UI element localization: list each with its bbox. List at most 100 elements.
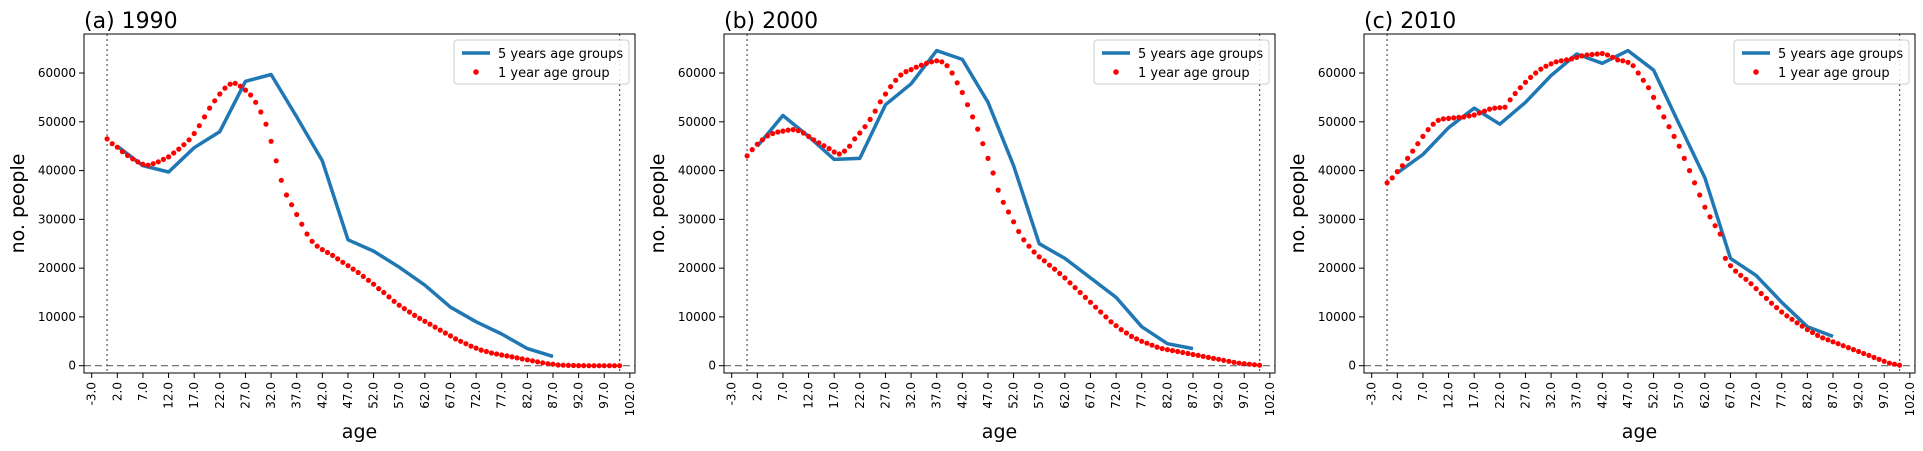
x-tick-label: 32.0 [264,382,278,409]
data-point-1-year-group [1743,276,1749,282]
data-point-1-year-group [201,114,208,120]
data-point-1-year-group [765,133,771,139]
data-point-1-year-group [535,359,541,365]
data-point-1-year-group [591,363,597,369]
plot-area-frame [723,33,1276,374]
y-tick-label: 60000 [1318,66,1356,80]
y-tick-label: 20000 [678,261,716,275]
data-point-1-year-group [1886,360,1892,366]
chart-panel-1: (b) 2000 0 10000 20000 30000 40000 50000 60000 -… [647,9,1277,443]
data-point-1-year-group [1794,320,1800,326]
data-point-1-year-group [376,286,382,292]
data-point-1-year-group [109,141,115,147]
x-tick-label: 67.0 [1083,382,1097,409]
data-point-1-year-group [1563,57,1570,63]
data-point-1-year-group [852,136,858,142]
data-point-1-year-group [217,91,223,97]
chart-title: (a) 1990 [84,9,178,34]
data-point-1-year-group [212,98,218,104]
data-point-1-year-group [299,221,305,227]
data-point-1-year-group [1246,361,1252,367]
data-point-1-year-group [1630,63,1636,69]
data-point-1-year-group [207,105,213,111]
data-point-1-year-group [427,321,433,327]
x-tick-label: 77.0 [1135,382,1149,409]
data-point-1-year-group [1727,263,1734,269]
y-axis-label: no. people [1287,154,1309,254]
data-point-1-year-group [1804,327,1810,333]
legend-label-line: 5 years age groups [1138,47,1263,62]
data-point-1-year-group [1512,90,1518,97]
data-point-1-year-group [237,83,243,89]
data-point-1-year-group [1405,155,1411,161]
x-tick-label: 32.0 [904,382,918,409]
x-tick-label: 97.0 [1237,382,1251,409]
data-point-1-year-group [1461,114,1467,120]
data-point-1-year-group [934,58,940,64]
data-point-1-year-group [970,114,976,120]
data-point-1-year-group [1011,219,1017,225]
data-point-1-year-group [1200,353,1206,359]
x-tick-label: 22.0 [1493,382,1507,409]
data-point-1-year-group [780,128,786,134]
data-point-1-year-group [959,89,965,96]
data-point-1-year-group [248,92,254,98]
data-point-1-year-group [555,362,561,368]
data-point-1-year-group [1856,348,1862,355]
data-point-1-year-group [258,109,264,115]
data-point-1-year-group [478,347,484,353]
data-point-1-year-group [330,252,336,258]
data-point-1-year-group [1195,352,1201,358]
data-point-1-year-group [417,315,423,321]
data-point-1-year-group [1251,362,1258,368]
data-point-1-year-group [1082,294,1088,300]
x-tick-label: 47.0 [341,382,355,409]
data-point-1-year-group [119,149,125,155]
y-tick-label: 10000 [678,310,716,324]
data-point-1-year-group [1067,280,1073,286]
data-point-1-year-group [1410,148,1416,154]
data-point-1-year-group [540,360,546,366]
data-point-1-year-group [514,355,520,361]
data-point-1-year-group [893,77,899,83]
data-point-1-year-group [488,350,495,356]
data-point-1-year-group [442,330,448,336]
legend-label-dots: 1 year age group [1138,66,1250,81]
data-point-1-year-group [1052,266,1058,272]
legend: 5 years age groups 1 year age group [1093,39,1270,85]
data-point-1-year-group [499,352,505,358]
data-point-1-year-group [918,62,924,68]
x-tick-label: 67.0 [1723,382,1737,409]
data-point-1-year-group [309,238,315,244]
x-tick-label: -3.0 [85,382,99,405]
legend: 5 years age groups 1 year age group [1733,39,1910,85]
data-point-1-year-group [1231,359,1237,365]
data-point-1-year-group [1134,336,1140,342]
data-point-1-year-group [862,124,868,130]
data-point-1-year-group [176,146,182,152]
data-point-1-year-group [422,318,428,324]
data-point-1-year-group [790,127,796,133]
x-tick-label: 62.0 [1698,382,1712,409]
data-point-1-year-group [324,249,331,256]
data-point-1-year-group [140,161,146,167]
data-point-1-year-group [759,137,766,143]
data-point-1-year-group [882,91,889,97]
data-point-1-year-group [1825,337,1831,343]
x-tick-label: 47.0 [1621,382,1635,409]
data-point-1-year-group [1169,348,1176,354]
data-point-1-year-group [319,247,325,253]
data-point-1-year-group [1057,270,1063,277]
data-point-1-year-group [340,259,346,265]
x-tick-label: -3.0 [725,382,739,405]
data-point-1-year-group [391,298,397,304]
data-point-1-year-group [1118,327,1124,333]
data-point-1-year-group [1036,254,1042,260]
x-tick-label: 7.0 [1416,382,1430,401]
data-point-1-year-group [529,358,536,364]
data-point-1-year-group [1779,309,1785,315]
x-tick-label: 2.0 [110,382,124,401]
x-tick-label: 92.0 [572,382,586,409]
x-tick-label: 7.0 [776,382,790,401]
x-tick-label: 12.0 [162,382,176,409]
